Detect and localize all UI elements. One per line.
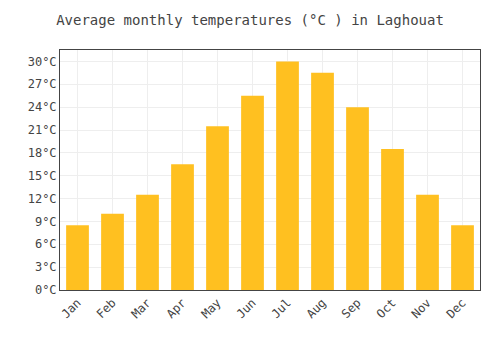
svg-text:Dec: Dec — [444, 296, 469, 321]
svg-text:0°C: 0°C — [35, 283, 57, 297]
svg-text:May: May — [199, 296, 224, 321]
svg-text:Nov: Nov — [409, 296, 434, 321]
svg-text:27°C: 27°C — [28, 77, 57, 91]
svg-text:Oct: Oct — [374, 296, 399, 321]
svg-text:9°C: 9°C — [35, 215, 57, 229]
svg-text:18°C: 18°C — [28, 146, 57, 160]
svg-text:15°C: 15°C — [28, 169, 57, 183]
svg-text:24°C: 24°C — [28, 100, 57, 114]
svg-text:Sep: Sep — [339, 296, 364, 321]
svg-text:Jul: Jul — [269, 296, 294, 321]
svg-text:12°C: 12°C — [28, 192, 57, 206]
svg-text:Feb: Feb — [94, 296, 119, 321]
svg-text:Average monthly temperatures (: Average monthly temperatures (°C ) in La… — [56, 12, 444, 28]
svg-text:3°C: 3°C — [35, 260, 57, 274]
svg-text:Aug: Aug — [304, 296, 329, 321]
svg-text:6°C: 6°C — [35, 237, 57, 251]
svg-text:Jan: Jan — [59, 296, 84, 321]
svg-text:Mar: Mar — [129, 296, 154, 321]
svg-text:30°C: 30°C — [28, 55, 57, 69]
svg-text:Apr: Apr — [164, 296, 189, 321]
svg-text:Jun: Jun — [234, 296, 259, 321]
svg-text:21°C: 21°C — [28, 123, 57, 137]
